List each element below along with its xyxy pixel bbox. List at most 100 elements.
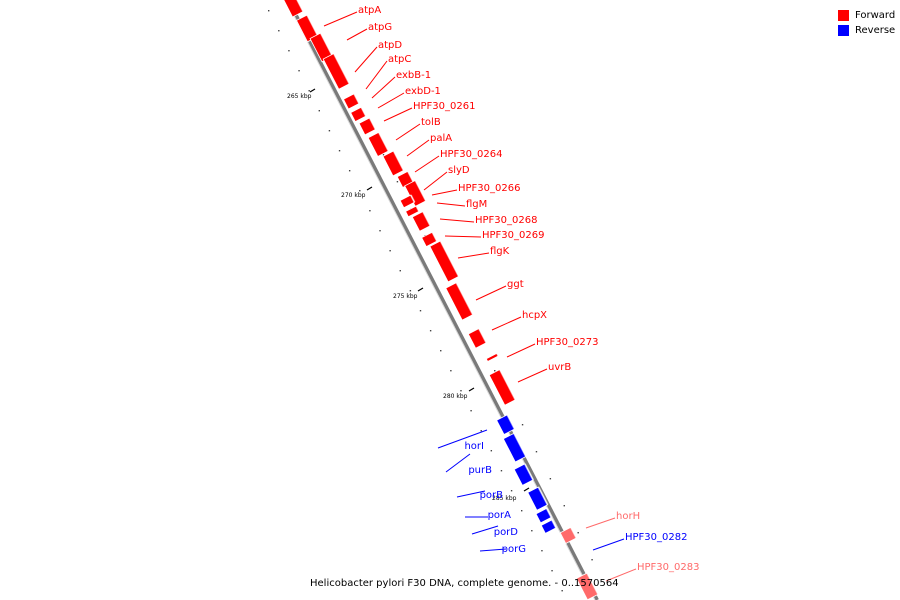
gene-hcpx-leader [491, 316, 522, 331]
scale-minor-tick [521, 510, 523, 512]
gene-hpf30_0273-shine [496, 352, 500, 357]
gene-label-flgk[interactable]: flgK [490, 246, 510, 257]
scale-minor-tick [298, 70, 300, 72]
gene-flgk-leader [457, 252, 490, 259]
gene-label-hpf30_0266[interactable]: HPF30_0266 [458, 183, 520, 194]
scale-minor-tick [535, 451, 538, 453]
gene-label-porb[interactable]: porB [480, 490, 504, 501]
gene-hpf30_0273-leader [506, 343, 536, 358]
scale-tick-mark [468, 387, 475, 392]
scale-minor-tick [591, 559, 593, 561]
gene-atpa-feature[interactable] [283, 0, 304, 18]
scale-tick-label: 270 kbp [341, 192, 366, 199]
gene-exbd-1-shine [360, 106, 367, 117]
scale-minor-tick [419, 310, 422, 312]
gene-label-pala[interactable]: palA [430, 133, 452, 144]
scale-minor-tick [396, 181, 399, 183]
gene-label-exbd-1[interactable]: exbD-1 [405, 86, 441, 97]
gene-flgk-shine [439, 240, 460, 277]
gene-pala-shine [392, 150, 405, 171]
gene-label-ggt[interactable]: ggt [507, 279, 524, 290]
gene-purb-leader [445, 453, 471, 473]
gene-label-hpf30_0282[interactable]: HPF30_0282 [625, 532, 687, 543]
legend: Forward Reverse [838, 8, 895, 38]
gene-label-atpd[interactable]: atpD [378, 40, 402, 51]
legend-forward: Forward [838, 8, 895, 23]
gene-purb-shine [513, 432, 527, 457]
gene-atpc-leader [365, 60, 388, 90]
scale-tick-label: 285 kbp [492, 495, 517, 502]
genome-caption: Helicobacter pylori F30 DNA, complete ge… [310, 578, 619, 589]
gene-exbb-1-feature[interactable] [342, 93, 360, 110]
scale-minor-tick [450, 370, 452, 372]
gene-uvrb-shine [498, 369, 517, 401]
gene-label-hpf30_0273[interactable]: HPF30_0273 [536, 337, 598, 348]
scale-minor-tick [429, 330, 432, 332]
gene-hpf30_0269-shine [431, 231, 438, 242]
scale-minor-tick [549, 478, 552, 480]
gene-label-hcpx[interactable]: hcpX [522, 310, 547, 321]
gene-label-atpc[interactable]: atpC [388, 54, 411, 65]
scale-minor-tick [500, 470, 503, 472]
reverse-swatch-icon [838, 25, 849, 36]
scale-minor-tick [348, 170, 351, 172]
legend-reverse-label: Reverse [855, 25, 896, 36]
scale-minor-tick [318, 110, 320, 112]
gene-hpf30_0261-leader [383, 107, 413, 122]
gene-label-hpf30_0261[interactable]: HPF30_0261 [413, 101, 475, 112]
gene-label-tolb[interactable]: tolB [421, 117, 441, 128]
scale-minor-tick [563, 505, 565, 507]
scale-tick-mark [366, 186, 373, 191]
gene-hpf30_0266-leader [431, 189, 458, 196]
gene-label-flgm[interactable]: flgM [466, 199, 487, 210]
gene-label-horh[interactable]: horH [616, 511, 640, 522]
scale-minor-tick [268, 10, 270, 12]
gene-purb-feature[interactable] [502, 432, 527, 463]
gene-label-exbb-1[interactable]: exbB-1 [396, 70, 431, 81]
gene-uvrb-leader [517, 368, 548, 383]
gene-label-hpf30_0269[interactable]: HPF30_0269 [482, 230, 544, 241]
gene-atpg-leader [346, 28, 368, 41]
gene-ggt-shine [455, 282, 474, 316]
gene-atpg-shine [306, 14, 320, 37]
gene-label-hpf30_0268[interactable]: HPF30_0268 [475, 215, 537, 226]
gene-label-pord[interactable]: porD [494, 527, 519, 538]
gene-label-purb[interactable]: purB [468, 465, 492, 476]
gene-pala-leader [406, 139, 430, 157]
gene-hpf30_0264-leader [414, 155, 440, 173]
gene-hcpx-shine [478, 328, 488, 344]
gene-hori-shine [506, 414, 516, 430]
gene-atpa-shine [296, 0, 305, 12]
gene-horh-shine [570, 526, 578, 539]
gene-label-atpa[interactable]: atpA [358, 5, 381, 16]
scale-minor-tick [521, 424, 524, 426]
gene-label-hpf30_0283[interactable]: HPF30_0283 [637, 562, 699, 573]
gene-hpf30_0261-shine [368, 117, 377, 130]
scale-minor-tick [490, 450, 493, 452]
gene-label-atpg[interactable]: atpG [368, 22, 392, 33]
gene-tolb-leader [395, 123, 421, 141]
scale-minor-tick [359, 190, 361, 192]
gene-label-hpf30_0264[interactable]: HPF30_0264 [440, 149, 502, 160]
gene-label-pora[interactable]: porA [488, 510, 512, 521]
gene-hpf30_0268-leader [439, 218, 475, 223]
scale-tick-label: 265 kbp [287, 93, 312, 100]
gene-pord-shine [545, 507, 553, 518]
gene-exbd-1-leader [377, 92, 405, 109]
gene-label-porg[interactable]: porG [502, 544, 526, 555]
gene-hpf30_0268-shine [422, 211, 432, 227]
gene-tolb-shine [377, 131, 390, 152]
scale-minor-tick [577, 532, 579, 534]
gene-hpf30_0264-shine [407, 170, 415, 183]
scale-minor-tick [308, 90, 310, 92]
gene-label-slyd[interactable]: slyD [448, 165, 470, 176]
scale-minor-tick [379, 230, 381, 232]
gene-flgm-shine [415, 205, 420, 212]
gene-hpf30_0266-shine [409, 194, 416, 203]
gene-exbb-1-shine [353, 93, 361, 104]
gene-exbd-1-feature[interactable] [350, 106, 367, 123]
scale-minor-tick [494, 370, 496, 372]
gene-label-uvrb[interactable]: uvrB [548, 362, 571, 373]
gene-label-hori[interactable]: horI [464, 441, 484, 452]
